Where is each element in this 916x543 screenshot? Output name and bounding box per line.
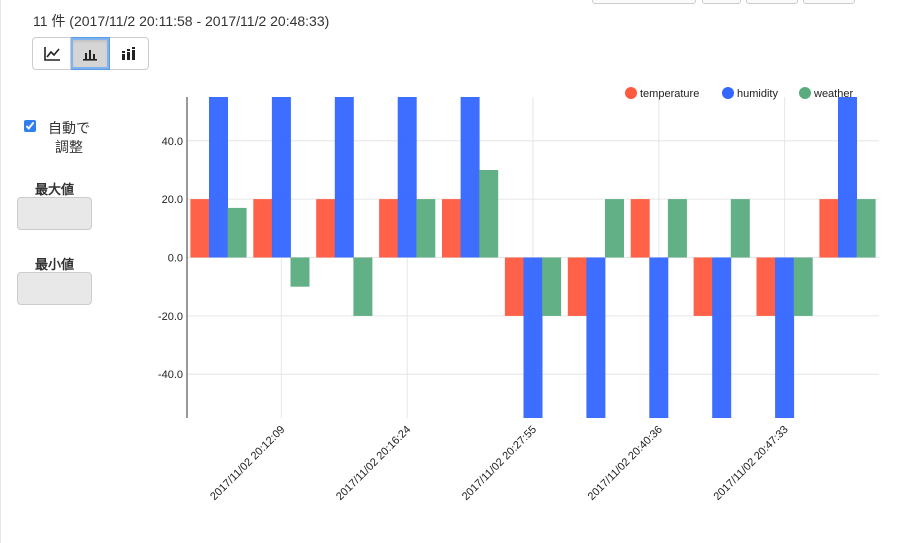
- bar-weather: [856, 199, 876, 258]
- bar-humidity: [523, 257, 543, 418]
- legend-label-weather: weather: [813, 88, 853, 100]
- line-chart-button[interactable]: [32, 37, 71, 70]
- y-tick-label: 40.0: [162, 136, 183, 148]
- bar-temperature: [379, 199, 399, 258]
- x-tick-label: 2017/11/02 20:12:09: [208, 424, 287, 503]
- x-tick-label: 2017/11/02 20:16:24: [334, 424, 413, 503]
- bar-temperature: [316, 199, 336, 258]
- legend-marker-humidity: [722, 87, 734, 99]
- legend-marker-temperature: [625, 87, 637, 99]
- bar-humidity: [460, 97, 480, 258]
- bar-temperature: [756, 257, 776, 316]
- bar-humidity: [334, 97, 354, 258]
- x-tick-label: 2017/11/02 20:47:33: [711, 424, 790, 503]
- bar-temperature: [504, 257, 524, 316]
- bar-humidity: [649, 257, 669, 418]
- bar-chart-button[interactable]: [71, 37, 110, 70]
- bar-weather: [542, 257, 562, 316]
- bar-weather: [793, 257, 813, 316]
- window-border: [0, 0, 1, 543]
- y-tick-label: -20.0: [158, 311, 183, 323]
- bar-weather: [479, 170, 499, 258]
- bar-temperature: [253, 199, 273, 258]
- bar-temperature: [693, 257, 713, 316]
- bar-humidity: [712, 257, 732, 418]
- bar-humidity: [586, 257, 606, 418]
- bar-humidity: [775, 257, 795, 418]
- y-tick-label: -40.0: [158, 369, 183, 381]
- bar-weather: [416, 199, 436, 258]
- y-tick-label: 20.0: [162, 194, 183, 206]
- bar-temperature: [630, 199, 650, 258]
- stacked-bar-chart-button[interactable]: [110, 37, 149, 70]
- bar-weather: [730, 199, 750, 258]
- bar-temperature: [442, 199, 461, 258]
- x-tick-label: 2017/11/02 20:40:36: [586, 424, 665, 503]
- max-value-input[interactable]: [17, 197, 92, 230]
- bar-weather: [353, 257, 373, 316]
- bar-weather: [667, 199, 687, 258]
- bar-weather: [605, 199, 624, 258]
- x-tick-label: 2017/11/02 20:27:55: [460, 424, 539, 503]
- bar-humidity: [209, 97, 228, 258]
- y-tick-label: 0.0: [168, 253, 183, 265]
- bar-humidity: [397, 97, 417, 258]
- legend-label-temperature: temperature: [640, 88, 699, 100]
- max-value-label: 最大値: [34, 182, 74, 197]
- bar-humidity: [838, 97, 857, 258]
- line-chart-icon: [43, 46, 60, 61]
- legend-marker-weather: [799, 87, 811, 99]
- top-toolbar-button[interactable]: [746, 0, 798, 4]
- top-toolbar-button[interactable]: [702, 0, 741, 4]
- min-value-label: 最小値: [34, 257, 74, 272]
- chart-type-toggle: [32, 37, 150, 70]
- autoscale-checkbox[interactable]: [24, 120, 36, 132]
- record-count-range: 11 件 (2017/11/2 20:11:58 - 2017/11/2 20:…: [33, 13, 330, 29]
- bar-humidity: [271, 97, 291, 258]
- bar-temperature: [190, 199, 210, 258]
- chart-legend: temperature humidity weather: [625, 87, 853, 100]
- top-toolbar-button[interactable]: [803, 0, 855, 4]
- stacked-bar-chart-icon: [122, 46, 135, 60]
- bar-temperature: [819, 199, 839, 258]
- bar-chart-icon: [83, 49, 97, 61]
- min-value-input[interactable]: [17, 272, 92, 305]
- bar-weather: [290, 257, 310, 287]
- legend-label-humidity: humidity: [737, 88, 778, 100]
- autoscale-label: 自動で調整: [48, 120, 90, 155]
- bar-weather: [227, 207, 247, 258]
- top-toolbar-button[interactable]: [592, 0, 696, 4]
- bar-temperature: [567, 257, 587, 316]
